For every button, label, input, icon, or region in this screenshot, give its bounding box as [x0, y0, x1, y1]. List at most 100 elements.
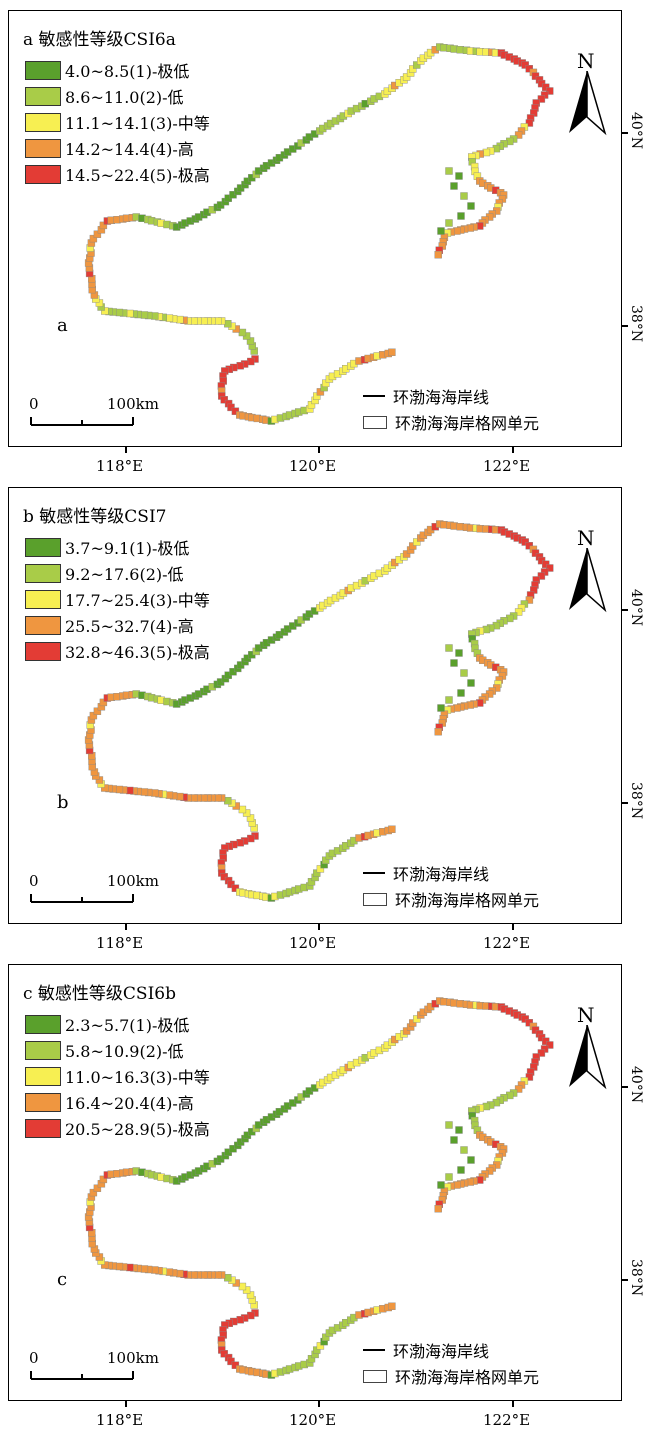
grid-cell [542, 560, 550, 569]
legend-swatch [25, 641, 61, 661]
map-legend: 环渤海海岸线 环渤海海岸格网单元 [359, 383, 539, 435]
grid-cell [126, 786, 134, 795]
grid-cell [440, 521, 448, 529]
grid-cell [89, 1188, 98, 1197]
legend-label: 3.7~9.1(1)-极低 [65, 539, 190, 558]
grid-cell [546, 1041, 554, 1049]
north-label: N [577, 49, 595, 73]
legend-item: 16.4~20.4(4)-高 [25, 1089, 210, 1115]
grid-cell [101, 1261, 109, 1269]
grid-cell [440, 998, 448, 1006]
grid-cell [409, 1019, 417, 1027]
map-frame: a 敏感性等级CSI6a 4.0~8.5(1)-极低 8.6~11.0(2)-低 1… [8, 10, 622, 447]
lon-120-label: 120°E [289, 934, 337, 952]
coastline-symbol [363, 1349, 385, 1351]
grid-cell [445, 1121, 453, 1129]
grid-cell [434, 250, 442, 259]
legend-item: 11.0~16.3(3)-中等 [25, 1063, 210, 1089]
grid-cell [231, 1361, 240, 1369]
grid-cell [388, 825, 396, 833]
scale-bar: 0 100km [29, 872, 159, 903]
north-arrow-icon [569, 548, 607, 613]
grid-cell [89, 234, 98, 243]
legend-label: 9.2~17.6(2)-低 [65, 565, 184, 584]
lon-118-tick [125, 1401, 127, 1407]
legend-swatch [25, 1066, 61, 1086]
lon-122-label: 122°E [483, 457, 531, 475]
grid-cell [101, 307, 109, 315]
legend-swatch [25, 1092, 61, 1112]
grid-cell [445, 167, 453, 175]
grid-cell [140, 1265, 149, 1273]
grid-cell [247, 834, 255, 843]
grid-cell [467, 202, 475, 210]
grid-cell [165, 1268, 174, 1276]
legend-label: 2.3~5.7(1)-极低 [65, 1016, 190, 1035]
grid-cell [413, 1015, 421, 1023]
scale-zero: 0 [29, 1349, 39, 1367]
grid-cell [531, 72, 540, 80]
lat-40-label: 40°N [628, 1066, 644, 1104]
grid-cell [246, 814, 255, 822]
legend-label: 14.2~14.4(4)-高 [65, 140, 194, 159]
grid-cell [450, 1136, 458, 1144]
lon-122-tick [512, 1401, 514, 1407]
grid-label: 环渤海海岸格网单元 [395, 414, 540, 433]
north-arrow: N [564, 526, 614, 616]
grid-cell [140, 311, 149, 319]
grid-cell [531, 1026, 540, 1034]
grid-cell [537, 1049, 546, 1057]
grid-cell [525, 119, 534, 127]
grid-cell [537, 1033, 546, 1042]
legend-label: 14.5~22.4(5)-极高 [65, 166, 210, 185]
grid-cell [457, 212, 465, 220]
legend-swatch [25, 138, 61, 158]
grid-cell [224, 320, 232, 328]
grid-cells [84, 997, 554, 1379]
grid-cell [445, 1173, 453, 1181]
legend-swatch [25, 563, 61, 583]
grid-cell [521, 538, 529, 546]
grid-cell [227, 1357, 235, 1366]
map-frame: b 敏感性等级CSI7 3.7~9.1(1)-极低 9.2~17.6(2)-低 17… [8, 487, 622, 924]
grid-cell [151, 1266, 159, 1274]
grid-cell [388, 348, 396, 356]
grid-cell [409, 65, 417, 73]
grid-cell [220, 873, 228, 881]
legend-swatch [25, 1118, 61, 1138]
grid-cell [151, 789, 159, 797]
grid-cell [238, 328, 247, 337]
scale-end: 100km [107, 1349, 159, 1367]
grid-cell [115, 308, 124, 317]
coastline-symbol [363, 872, 385, 874]
grid-cell [246, 1291, 255, 1299]
scale-end: 100km [107, 872, 159, 890]
legend-item: 11.1~14.1(3)-中等 [25, 109, 210, 135]
grid-cell [140, 788, 149, 796]
lon-122-label: 122°E [483, 1411, 531, 1429]
grid-cell [450, 182, 458, 190]
lat-38-label: 38°N [628, 305, 644, 343]
grid-cell [546, 564, 554, 572]
grid-cell [95, 299, 104, 307]
grid-cells [84, 43, 554, 425]
grid-cell [126, 1263, 134, 1272]
grid-cell [467, 1156, 475, 1164]
coastline-map [84, 520, 554, 902]
grid-cell [525, 65, 533, 73]
grid-cell [176, 315, 184, 324]
legend-swatch [25, 1014, 61, 1034]
lon-118-label: 118°E [96, 457, 144, 475]
grid-cell [402, 73, 411, 81]
legend-swatch [25, 112, 61, 132]
sensitivity-legend: 3.7~9.1(1)-极低 9.2~17.6(2)-低 17.7~25.4(3)-中… [25, 534, 210, 664]
legend-swatch [25, 86, 61, 106]
grid-cell [440, 44, 448, 52]
grid-cell [546, 87, 554, 95]
legend-swatch [25, 589, 61, 609]
grid-cell [450, 659, 458, 667]
grid-cell [316, 865, 325, 873]
lon-120-tick [318, 1401, 320, 1407]
legend-label: 17.7~25.4(3)-中等 [65, 591, 210, 610]
grid-cell [224, 1274, 232, 1282]
